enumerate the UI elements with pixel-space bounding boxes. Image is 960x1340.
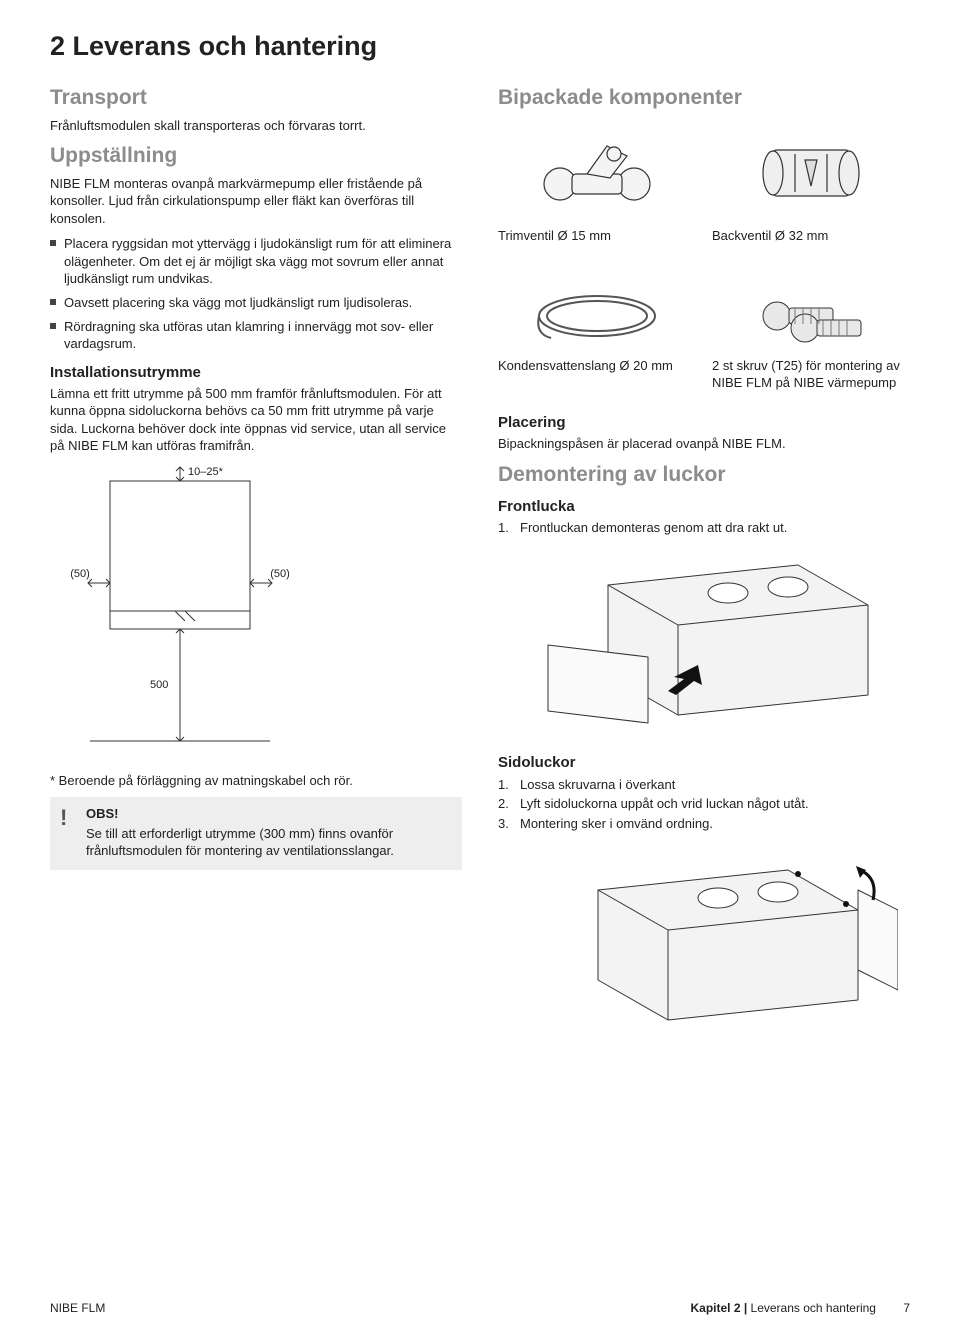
- chapter-title: 2 Leverans och hantering: [50, 28, 910, 64]
- skruv-icon: [712, 281, 910, 351]
- list-item: Lossa skruvarna i överkant: [498, 776, 910, 794]
- sidoluckor-steps: Lossa skruvarna i överkant Lyft sidoluck…: [498, 776, 910, 833]
- uppstallning-list: Placera ryggsidan mot yttervägg i ljudok…: [50, 235, 462, 352]
- diagram-top-label: 10–25*: [188, 466, 224, 478]
- page-number: 7: [903, 1301, 910, 1315]
- list-item: Frontluckan demonteras genom att dra rak…: [498, 519, 910, 537]
- diagram-right50: (50): [270, 568, 290, 580]
- footer-chapter: Kapitel 2 |: [690, 1301, 747, 1315]
- warning-icon: !: [60, 803, 67, 833]
- list-item: Lyft sidoluckorna uppåt och vrid luckan …: [498, 795, 910, 813]
- list-item: Oavsett placering ska vägg mot ljudkänsl…: [50, 294, 462, 312]
- sidoluckor-heading: Sidoluckor: [498, 753, 910, 773]
- diagram-footnote: * Beroende på förläggning av matningskab…: [50, 772, 462, 790]
- footer-left: NIBE FLM: [50, 1300, 105, 1316]
- slang-icon: [498, 281, 696, 351]
- diagram-500: 500: [150, 679, 168, 691]
- frontlucka-diagram: [498, 545, 910, 740]
- placering-heading: Placering: [498, 413, 910, 433]
- right-column: Bipackade komponenter: [498, 78, 910, 1058]
- left-column: Transport Frånluftsmodulen skall transpo…: [50, 78, 462, 1058]
- page-footer: NIBE FLM Kapitel 2 | Leverans och hanter…: [50, 1300, 910, 1316]
- backventil-label: Backventil Ø 32 mm: [712, 227, 910, 275]
- skruv-label: 2 st skruv (T25) för montering av NIBE F…: [712, 357, 910, 405]
- slang-label: Kondensvattenslang Ø 20 mm: [498, 357, 696, 405]
- frontlucka-steps: Frontluckan demonteras genom att dra rak…: [498, 519, 910, 537]
- transport-heading: Transport: [50, 84, 462, 112]
- transport-body: Frånluftsmodulen skall transporteras och…: [50, 117, 462, 135]
- obs-body: Se till att erforderligt utrymme (300 mm…: [86, 825, 452, 860]
- placering-body: Bipackningspåsen är placerad ovanpå NIBE…: [498, 435, 910, 453]
- footer-right: Kapitel 2 | Leverans och hantering 7: [690, 1300, 910, 1316]
- uppstallning-body: NIBE FLM monteras ovanpå markvärmepump e…: [50, 175, 462, 228]
- clearance-diagram: 10–25* (50) (50) 500: [50, 463, 462, 758]
- list-item: Rördragning ska utföras utan klamring i …: [50, 318, 462, 353]
- backventil-icon: [712, 121, 910, 221]
- sidoluckor-diagram: [498, 840, 910, 1045]
- list-item: Placera ryggsidan mot yttervägg i ljudok…: [50, 235, 462, 288]
- frontlucka-heading: Frontlucka: [498, 497, 910, 517]
- footer-section: Leverans och hantering: [747, 1301, 876, 1315]
- bipack-heading: Bipackade komponenter: [498, 84, 910, 112]
- install-body: Lämna ett fritt utrymme på 500 mm framfö…: [50, 385, 462, 455]
- obs-box: ! OBS! Se till att erforderligt utrymme …: [50, 797, 462, 870]
- uppstallning-heading: Uppställning: [50, 142, 462, 170]
- obs-title: OBS!: [86, 805, 452, 823]
- demont-heading: Demontering av luckor: [498, 461, 910, 489]
- trimventil-label: Trimventil Ø 15 mm: [498, 227, 696, 275]
- list-item: Montering sker i omvänd ordning.: [498, 815, 910, 833]
- trimventil-icon: [498, 121, 696, 221]
- install-heading: Installationsutrymme: [50, 363, 462, 383]
- diagram-left50: (50): [70, 568, 90, 580]
